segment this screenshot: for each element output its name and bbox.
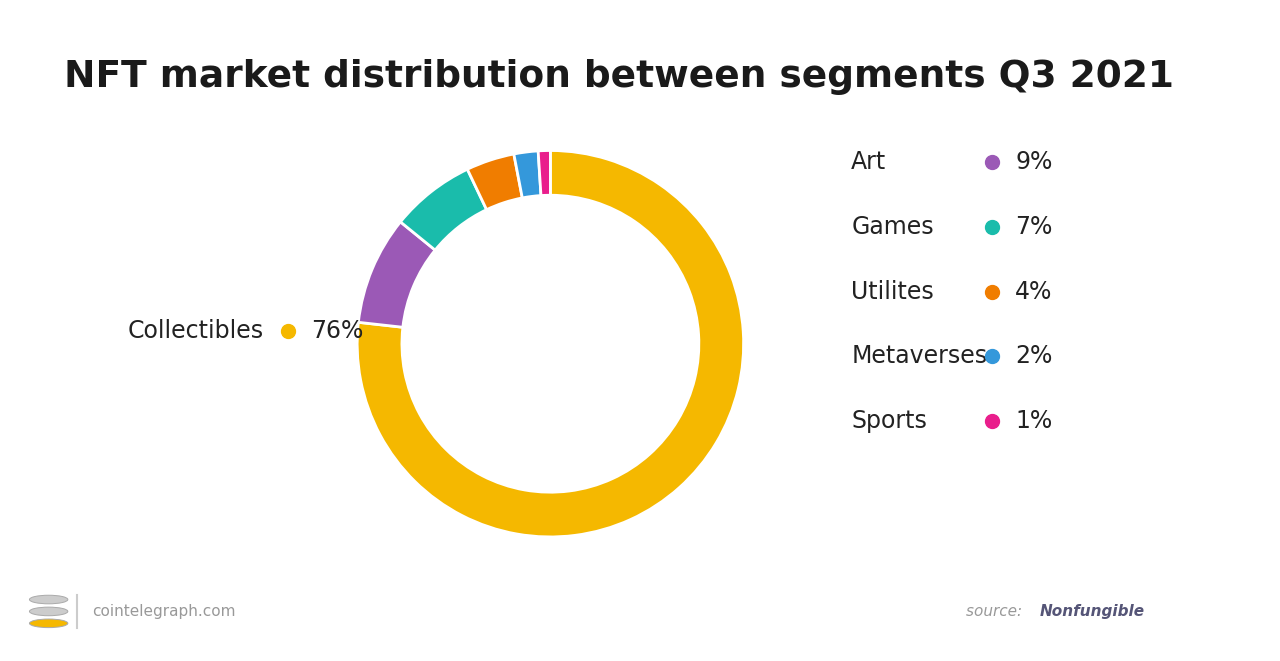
- Text: Collectibles: Collectibles: [128, 319, 264, 342]
- Text: 76%: 76%: [311, 319, 364, 342]
- Ellipse shape: [29, 595, 68, 604]
- Text: Metaverses: Metaverses: [851, 344, 987, 368]
- Wedge shape: [357, 151, 744, 537]
- Text: Art: Art: [851, 150, 887, 174]
- Ellipse shape: [29, 619, 68, 628]
- Text: Nonfungible: Nonfungible: [1039, 604, 1144, 619]
- Wedge shape: [513, 151, 541, 198]
- Text: source:: source:: [966, 604, 1028, 619]
- Text: Sports: Sports: [851, 409, 927, 433]
- Text: 4%: 4%: [1015, 280, 1052, 303]
- Wedge shape: [358, 222, 435, 327]
- Wedge shape: [467, 154, 522, 210]
- Text: 7%: 7%: [1015, 215, 1052, 239]
- Ellipse shape: [29, 607, 68, 616]
- Text: Utilites: Utilites: [851, 280, 934, 303]
- Text: 9%: 9%: [1015, 150, 1052, 174]
- Text: cointelegraph.com: cointelegraph.com: [92, 604, 236, 619]
- Wedge shape: [538, 151, 550, 196]
- Text: NFT market distribution between segments Q3 2021: NFT market distribution between segments…: [64, 59, 1174, 95]
- Text: 1%: 1%: [1015, 409, 1052, 433]
- Wedge shape: [401, 169, 486, 250]
- Text: 2%: 2%: [1015, 344, 1052, 368]
- Text: Games: Games: [851, 215, 934, 239]
